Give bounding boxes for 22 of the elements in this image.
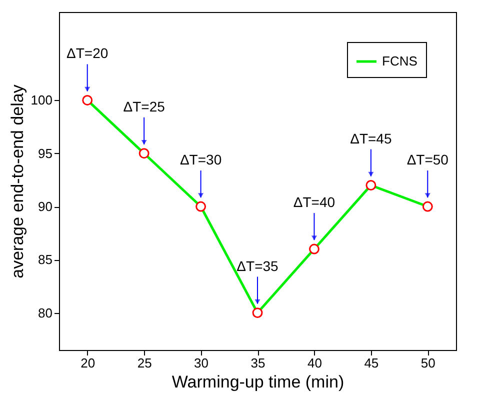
x-tick-label: 25 bbox=[137, 356, 152, 370]
y-tick-label: 90 bbox=[38, 199, 52, 214]
y-axis-title: average end-to-end delay bbox=[8, 84, 27, 278]
x-tick-label: 35 bbox=[250, 356, 266, 370]
annotation: ΔT=30 bbox=[180, 152, 222, 168]
annotation: ΔT=50 bbox=[406, 152, 449, 168]
x-tick-label: 45 bbox=[364, 356, 379, 370]
x-tick-label: 20 bbox=[80, 356, 96, 370]
x-axis-title: Warming-up time (min) bbox=[172, 372, 344, 392]
annotation: ΔT=45 bbox=[350, 130, 392, 146]
annotation: ΔT=35 bbox=[236, 258, 279, 274]
annotation: ΔT=40 bbox=[293, 194, 336, 210]
legend-label: FCNS bbox=[382, 54, 418, 68]
x-tick-label: 30 bbox=[194, 356, 209, 370]
annotation: ΔT=20 bbox=[66, 45, 108, 62]
y-tick-label: 95 bbox=[38, 146, 52, 161]
x-tick-label: 40 bbox=[307, 356, 322, 370]
x-tick-label: 50 bbox=[420, 356, 436, 370]
y-tick-label: 85 bbox=[38, 252, 52, 268]
y-tick-label: 100 bbox=[30, 92, 52, 108]
annotation: ΔT=25 bbox=[123, 98, 166, 114]
y-tick-label: 80 bbox=[38, 305, 52, 320]
